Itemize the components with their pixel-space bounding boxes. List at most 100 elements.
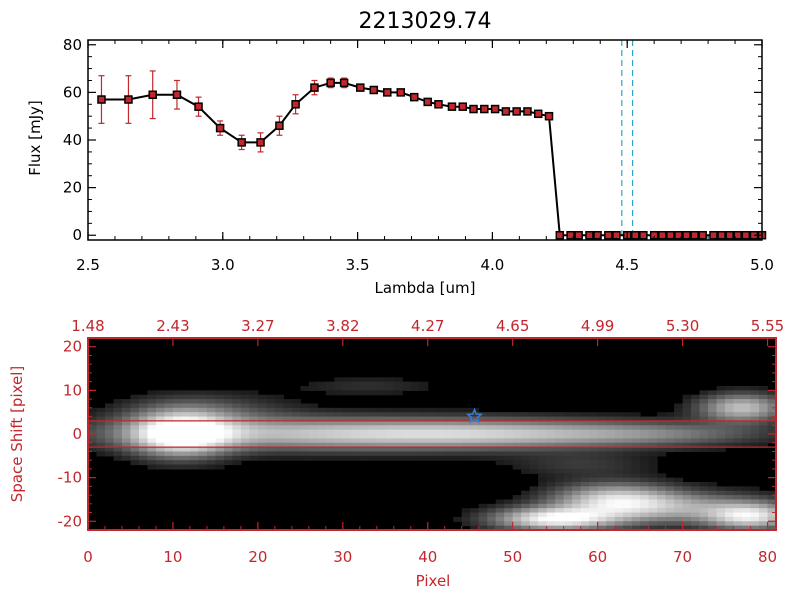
flux-point-23	[480, 104, 489, 114]
flux-y-tick-label: 60	[63, 83, 82, 101]
space-shift-y-tick-label: -10	[58, 469, 83, 487]
wavelength-top-tick-label: 1.48	[71, 317, 104, 335]
flux-point-22	[469, 104, 478, 114]
flux-point-25	[501, 107, 511, 116]
pixel-x-tick-label: 10	[163, 548, 182, 566]
wavelength-top-tick-label: 3.82	[326, 317, 359, 335]
flux-x-tick-label: 3.5	[346, 256, 370, 274]
flux-point-34	[593, 230, 602, 240]
flux-y-tick-label: 0	[72, 226, 82, 244]
wavelength-top-ticks: 1.48 2.43 3.27 3.82 4.27 4.65 4.99 5.30 5.55	[71, 317, 784, 346]
flux-point-29	[544, 111, 554, 121]
flux-point-3	[172, 90, 182, 100]
wavelength-top-tick-label: 2.43	[156, 317, 189, 335]
flux-point-8	[275, 121, 284, 130]
flux-point-48	[717, 230, 726, 240]
wavelength-top-tick-label: 5.55	[751, 317, 784, 335]
flux-point-28	[533, 109, 543, 119]
flux-point-26	[512, 107, 521, 116]
pixel-x-tick-label: 50	[503, 548, 522, 566]
flux-point-31	[566, 230, 575, 240]
wavelength-marker-lines	[573, 40, 762, 240]
extraction-aperture-lines	[88, 420, 776, 448]
flux-y-tick-label: 20	[63, 179, 82, 197]
flux-point-47	[709, 230, 718, 240]
spectrum-image-plot: 0 10 20 30 40 50 60 70 80 1.48 2.43 3.27 3.82 4.27 4.…	[8, 317, 784, 590]
flux-point-12	[339, 78, 349, 88]
flux-point-39	[639, 230, 648, 240]
flux-point-2	[148, 90, 157, 100]
space-shift-y-tick-label: 0	[72, 425, 82, 443]
pixel-x-tick-label: 80	[758, 548, 777, 566]
flux-point-44	[682, 230, 691, 240]
flux-x-tick-label: 5.0	[750, 256, 774, 274]
flux-point-19	[434, 100, 443, 109]
flux-point-6	[237, 138, 246, 147]
wavelength-top-tick-label: 4.27	[411, 317, 444, 335]
pixel-x-tick-label: 20	[248, 548, 267, 566]
flux-x-axis-label: Lambda [um]	[375, 279, 476, 297]
flux-y-tick-label: 40	[63, 131, 82, 149]
pixel-x-ticks: 0 10 20 30 40 50 60 70 80	[83, 522, 777, 566]
flux-point-45	[690, 230, 699, 240]
flux-y-tick-label: 80	[63, 36, 82, 54]
source-position-star	[465, 407, 484, 424]
flux-point-49	[725, 230, 734, 240]
wavelength-top-tick-label: 3.27	[241, 317, 274, 335]
flux-point-11	[326, 78, 335, 88]
wavelength-top-tick-label: 4.99	[581, 317, 614, 335]
flux-point-13	[356, 83, 365, 92]
chart-title: 2213029.74	[359, 9, 492, 34]
flux-point-9	[291, 100, 300, 109]
flux-point-14	[369, 85, 379, 95]
pixel-x-axis-label: Pixel	[416, 572, 451, 590]
pixel-x-tick-label: 0	[83, 548, 93, 566]
flux-point-1	[124, 95, 133, 104]
flux-x-tick-label: 4.5	[615, 256, 639, 274]
pixel-x-tick-label: 30	[333, 548, 352, 566]
flux-point-5	[215, 123, 225, 133]
flux-point-20	[447, 102, 457, 111]
flux-point-46	[698, 230, 707, 240]
flux-point-7	[256, 138, 265, 147]
space-shift-y-tick-label: -20	[58, 512, 83, 530]
space-shift-y-tick-label: 10	[63, 381, 82, 399]
flux-point-16	[396, 88, 405, 97]
flux-point-36	[612, 230, 621, 240]
space-shift-y-axis-label: Space Shift [pixel]	[8, 366, 26, 503]
flux-point-27	[523, 107, 532, 116]
flux-point-43	[674, 230, 683, 240]
flux-point-15	[383, 88, 392, 97]
flux-x-ticks: 2.5 3.0 3.5 4.0 4.5 5.0	[76, 40, 774, 274]
flux-point-10	[310, 83, 319, 92]
error-bars	[98, 70, 348, 153]
spectrum-image-pixels	[88, 377, 777, 531]
space-shift-y-tick-label: 20	[63, 338, 82, 356]
space-shift-y-ticks: 20 10 0 -10 -20	[58, 338, 776, 530]
pixel-x-tick-label: 60	[588, 548, 607, 566]
pixel-x-tick-label: 40	[418, 548, 437, 566]
flux-x-tick-label: 4.0	[480, 256, 504, 274]
flux-point-38	[631, 230, 640, 240]
flux-point-33	[585, 230, 594, 240]
flux-point-41	[657, 230, 667, 240]
flux-x-tick-label: 2.5	[76, 256, 100, 274]
flux-plot: 2213029.74 2.5 3.0 3.5 4.0 4.5 5.0 020406080 …	[26, 9, 774, 297]
flux-point-32	[574, 230, 583, 240]
wavelength-top-tick-label: 4.65	[496, 317, 529, 335]
flux-series-markers	[97, 78, 767, 240]
flux-x-tick-label: 3.0	[211, 256, 235, 274]
wavelength-top-tick-label: 5.30	[666, 317, 699, 335]
flux-y-ticks: 0 20 40 60 80	[63, 36, 762, 244]
flux-point-18	[423, 97, 432, 107]
flux-point-0	[97, 95, 106, 104]
flux-point-42	[666, 230, 675, 240]
flux-point-21	[458, 102, 467, 111]
pixel-x-tick-label: 70	[673, 548, 692, 566]
flux-point-35	[604, 230, 613, 240]
flux-y-axis-label: Flux [mJy]	[26, 100, 44, 176]
flux-plot-frame	[87, 39, 763, 241]
flux-point-30	[555, 230, 565, 240]
flux-point-24	[490, 104, 500, 114]
